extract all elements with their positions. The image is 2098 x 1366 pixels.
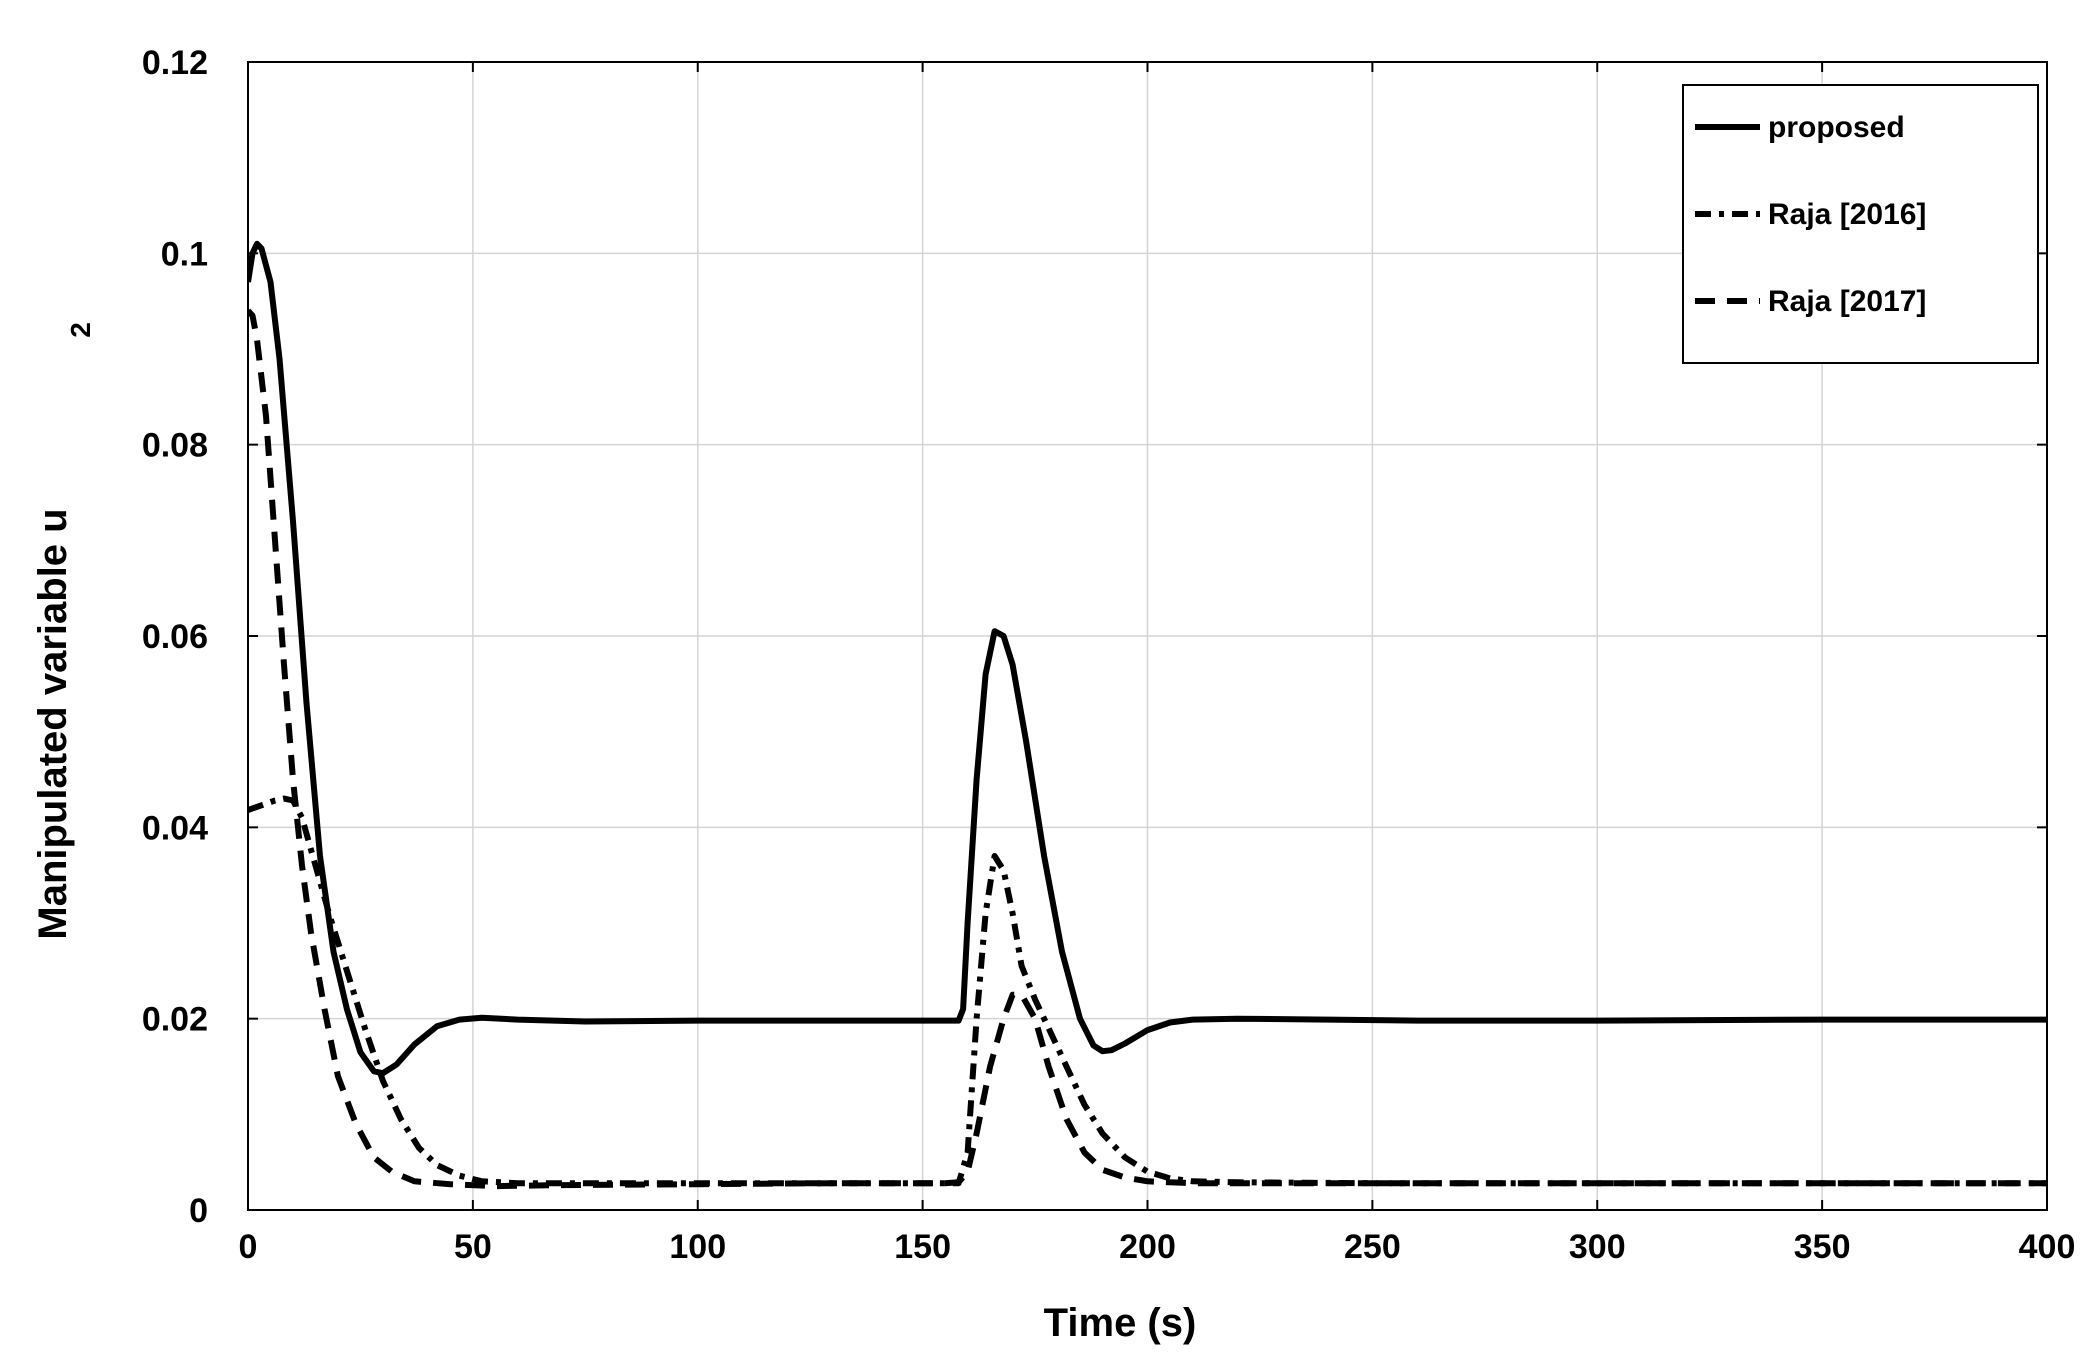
y-tick-label: 0.04 [142,809,208,847]
x-tick-label: 150 [894,1228,951,1266]
x-axis-ticks: 0 50 100 150 200 250 300 350 400 [239,62,2076,1266]
y-tick-label: 0.1 [161,235,208,273]
x-tick-label: 50 [454,1228,492,1266]
y-axis-ticks: 0 0.02 0.04 0.06 0.08 0.1 0.12 [142,44,2047,1230]
legend-label-2: Raja [2017] [1768,285,1926,318]
y-tick-label: 0.06 [142,618,208,656]
y-tick-label: 0.08 [142,427,208,465]
x-tick-label: 0 [239,1228,258,1266]
series-lines [248,240,2047,1190]
x-tick-label: 300 [1569,1228,1626,1266]
x-tick-label: 200 [1119,1228,1176,1266]
x-tick-label: 250 [1344,1228,1401,1266]
y-tick-label: 0.12 [142,44,208,82]
series-line-1 [248,795,2047,1187]
legend: proposed Raja [2016] Raja [2017] [1682,84,2039,364]
x-tick-label: 100 [669,1228,726,1266]
y-tick-label: 0.02 [142,1001,208,1039]
legend-label-1: Raja [2016] [1768,198,1926,231]
series-line-2 [248,308,2047,1190]
legend-box [1682,84,2039,364]
x-tick-label: 400 [2019,1228,2076,1266]
x-tick-label: 350 [1794,1228,1851,1266]
legend-label-0: proposed [1768,111,1905,144]
y-tick-label: 0 [189,1192,208,1230]
y-axis-title-subscript: 2 [65,322,96,338]
y-axis-title: Manipulated variable u [31,508,75,939]
series-line-0 [248,240,2047,1077]
x-axis-title: Time (s) [1044,1301,1197,1345]
